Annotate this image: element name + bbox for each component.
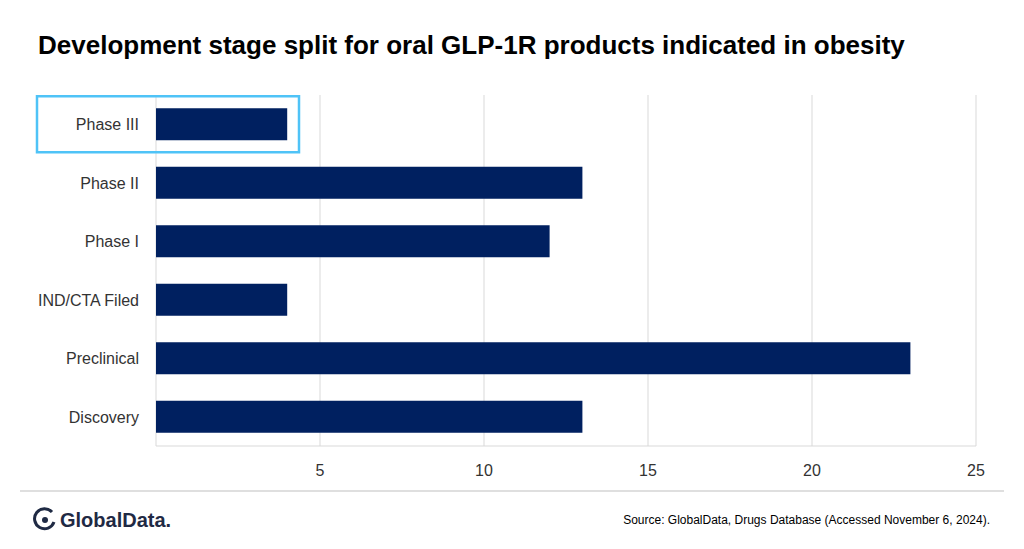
footer-separator xyxy=(20,491,1004,492)
grid-line xyxy=(484,95,485,446)
bar xyxy=(156,342,910,374)
x-tick-label: 5 xyxy=(316,462,325,479)
category-label: Phase III xyxy=(76,116,139,133)
chart-svg: Development stage split for oral GLP-1R … xyxy=(0,0,1024,549)
bar xyxy=(156,108,287,140)
bar xyxy=(156,167,582,199)
chart-title: Development stage split for oral GLP-1R … xyxy=(38,30,905,60)
y-axis-line xyxy=(156,95,157,446)
brand-text: GlobalData. xyxy=(60,509,171,531)
x-tick-label: 10 xyxy=(475,462,493,479)
highlight-box xyxy=(37,96,299,152)
bar xyxy=(156,284,287,316)
category-label: Discovery xyxy=(69,409,139,426)
logo-dot xyxy=(42,517,48,523)
brand-logo: GlobalData. xyxy=(35,509,172,531)
grid-line xyxy=(812,95,813,446)
source-text: Source: GlobalData, Drugs Database (Acce… xyxy=(623,513,990,527)
grid-line xyxy=(320,95,321,446)
x-tick-label: 15 xyxy=(639,462,657,479)
bars xyxy=(156,108,910,433)
chart-container: Development stage split for oral GLP-1R … xyxy=(0,0,1024,549)
grid-line xyxy=(648,95,649,446)
category-label: Preclinical xyxy=(66,350,139,367)
category-label: IND/CTA Filed xyxy=(38,292,139,309)
category-label: Phase I xyxy=(85,233,139,250)
x-axis-line xyxy=(156,446,976,447)
grid-line xyxy=(976,95,977,446)
bar xyxy=(156,401,582,433)
category-label: Phase II xyxy=(80,175,139,192)
x-tick-label: 20 xyxy=(803,462,821,479)
logo-icon xyxy=(35,509,54,529)
bar xyxy=(156,225,550,257)
x-tick-label: 25 xyxy=(967,462,985,479)
